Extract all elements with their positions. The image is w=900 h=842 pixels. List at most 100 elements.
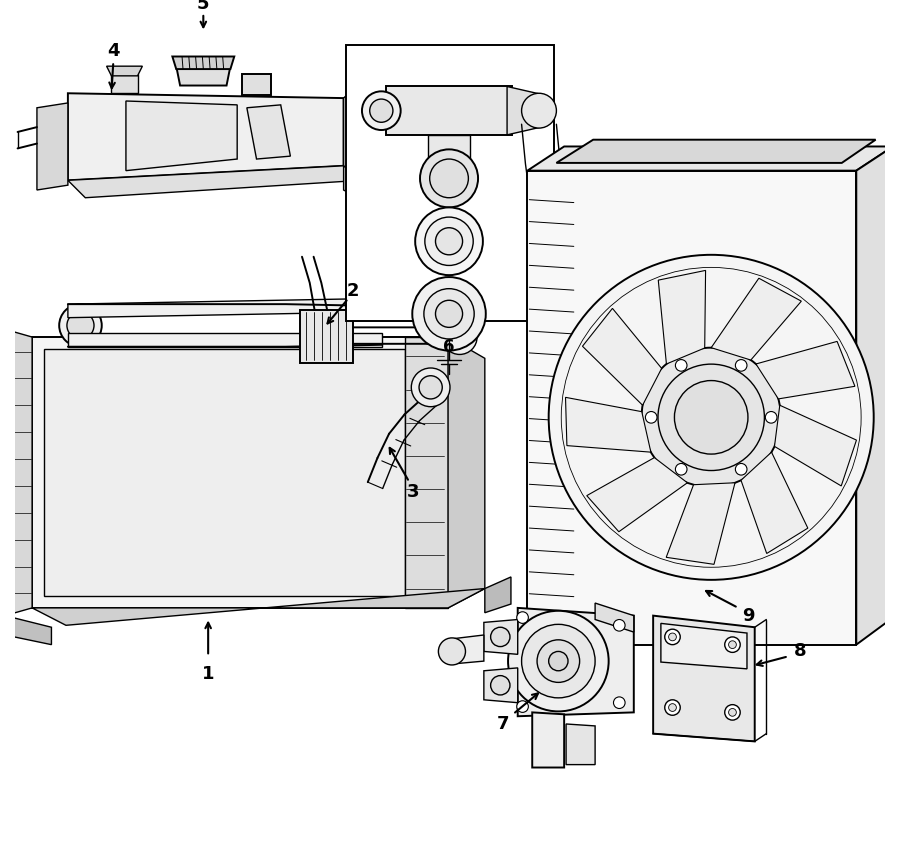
Polygon shape [484, 668, 518, 703]
Circle shape [549, 255, 874, 580]
Text: 5: 5 [197, 0, 210, 13]
Polygon shape [518, 608, 634, 717]
Circle shape [420, 149, 478, 207]
Text: 6: 6 [444, 338, 454, 356]
Polygon shape [173, 56, 234, 69]
Polygon shape [0, 368, 6, 402]
Circle shape [0, 465, 1, 480]
Circle shape [424, 289, 474, 339]
Circle shape [425, 217, 473, 265]
Polygon shape [247, 105, 291, 159]
Circle shape [429, 159, 468, 198]
Polygon shape [37, 103, 68, 190]
Circle shape [735, 360, 747, 371]
Polygon shape [68, 166, 361, 198]
Polygon shape [0, 463, 5, 482]
Circle shape [642, 348, 781, 487]
Circle shape [370, 99, 393, 122]
Circle shape [415, 207, 483, 275]
Circle shape [674, 381, 748, 454]
Polygon shape [112, 74, 138, 93]
Polygon shape [893, 548, 900, 587]
Polygon shape [566, 724, 595, 765]
Circle shape [724, 637, 740, 653]
Polygon shape [344, 82, 361, 180]
Circle shape [508, 610, 608, 711]
Text: 1: 1 [202, 664, 214, 683]
Text: 2: 2 [347, 281, 359, 300]
Circle shape [675, 463, 687, 475]
Circle shape [419, 376, 442, 399]
Polygon shape [44, 349, 404, 596]
Circle shape [442, 320, 477, 354]
Polygon shape [32, 589, 485, 626]
Polygon shape [386, 87, 512, 135]
Polygon shape [176, 67, 230, 86]
Circle shape [669, 704, 677, 711]
Circle shape [765, 412, 777, 424]
Text: 4: 4 [107, 42, 120, 60]
Polygon shape [485, 577, 511, 613]
Polygon shape [344, 166, 361, 200]
Polygon shape [5, 616, 51, 645]
Circle shape [522, 625, 595, 698]
Circle shape [411, 368, 450, 407]
Polygon shape [582, 308, 662, 405]
Circle shape [0, 545, 5, 564]
Polygon shape [484, 620, 518, 654]
Polygon shape [565, 397, 651, 452]
Circle shape [614, 620, 626, 632]
Circle shape [724, 705, 740, 720]
Polygon shape [658, 270, 706, 364]
Polygon shape [775, 405, 857, 486]
Polygon shape [893, 214, 900, 253]
Polygon shape [741, 452, 808, 553]
Polygon shape [346, 45, 554, 321]
Polygon shape [556, 140, 876, 163]
Circle shape [517, 701, 528, 712]
Polygon shape [666, 482, 735, 564]
Circle shape [362, 91, 400, 130]
Circle shape [665, 629, 680, 645]
Circle shape [537, 640, 580, 682]
Polygon shape [527, 147, 893, 171]
Polygon shape [126, 101, 238, 171]
Polygon shape [661, 623, 747, 669]
Circle shape [67, 312, 94, 339]
Polygon shape [300, 310, 354, 363]
Polygon shape [68, 333, 382, 347]
Polygon shape [448, 337, 485, 608]
Circle shape [436, 227, 463, 255]
Circle shape [412, 277, 486, 350]
Circle shape [522, 93, 556, 128]
Circle shape [491, 627, 510, 647]
Circle shape [562, 268, 861, 568]
Polygon shape [0, 537, 6, 572]
Polygon shape [68, 93, 344, 180]
Polygon shape [856, 147, 893, 645]
Polygon shape [653, 616, 755, 742]
Text: 9: 9 [742, 606, 754, 625]
Circle shape [665, 700, 680, 715]
Polygon shape [756, 341, 855, 399]
Circle shape [658, 364, 764, 471]
Circle shape [549, 652, 568, 671]
Circle shape [669, 633, 677, 641]
Circle shape [436, 301, 463, 328]
Polygon shape [452, 635, 484, 664]
Polygon shape [595, 603, 634, 632]
Polygon shape [106, 67, 142, 76]
Polygon shape [527, 171, 856, 645]
Circle shape [438, 638, 465, 665]
Circle shape [59, 304, 102, 347]
Circle shape [491, 675, 510, 695]
Text: 7: 7 [497, 715, 509, 733]
Polygon shape [5, 329, 32, 616]
Polygon shape [68, 298, 382, 317]
Circle shape [645, 412, 657, 424]
Polygon shape [428, 135, 471, 179]
Circle shape [0, 376, 5, 395]
Text: 8: 8 [794, 642, 806, 660]
Circle shape [729, 641, 736, 648]
Circle shape [729, 708, 736, 717]
